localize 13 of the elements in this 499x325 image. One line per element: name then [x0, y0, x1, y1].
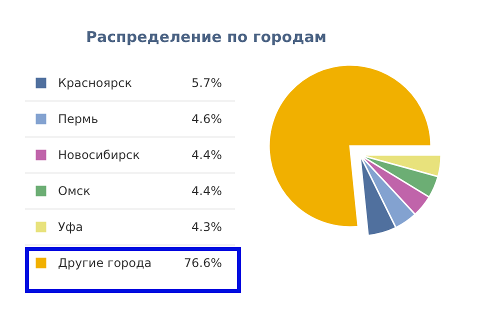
data-label: 76.6%	[184, 256, 222, 270]
legend-label: Уфа	[58, 220, 83, 234]
legend-label: Другие города	[58, 256, 152, 270]
legend-label: Пермь	[58, 112, 98, 126]
legend-label: Новосибирск	[58, 148, 140, 162]
data-label: 4.3%	[192, 220, 222, 234]
data-label: 4.4%	[192, 148, 222, 162]
legend-label: Омск	[58, 184, 90, 198]
chart-title: Распределение по городам	[86, 28, 327, 46]
data-label: 4.4%	[192, 184, 222, 198]
legend-label: Красноярск	[58, 76, 132, 90]
data-label: 5.7%	[192, 76, 222, 90]
data-label: 4.6%	[192, 112, 222, 126]
